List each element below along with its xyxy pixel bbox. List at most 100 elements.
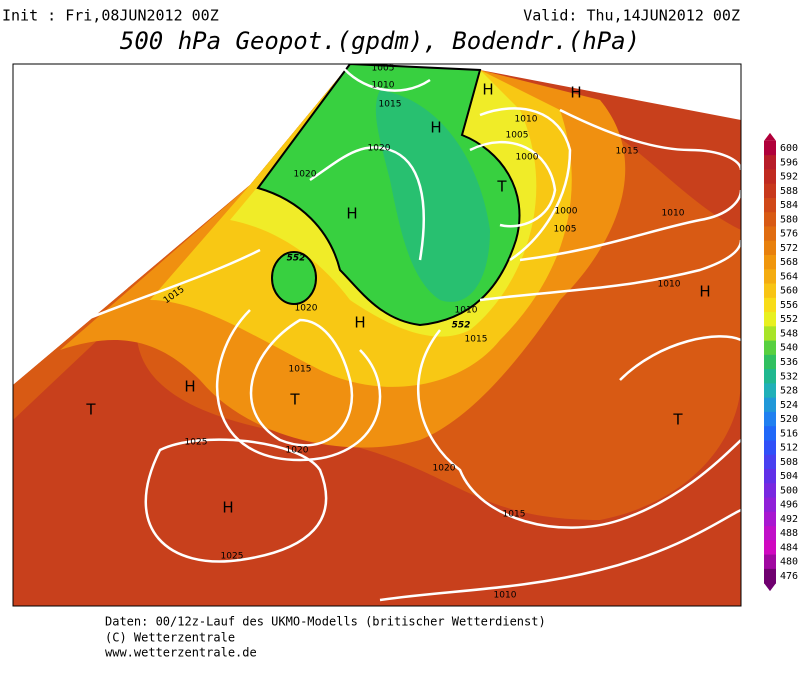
colorbar-swatch <box>764 183 776 199</box>
colorbar-cap <box>764 132 776 141</box>
colorbar-swatch <box>764 326 776 342</box>
isobar-labels: 1005 1010 1015 1020 1020 1010 1005 1000 … <box>162 64 685 601</box>
isobar-label: 1005 <box>554 225 577 235</box>
colorbar-swatch <box>764 397 776 413</box>
colorbar-label: 512 <box>780 443 798 454</box>
isobar-label: 1000 <box>555 207 578 217</box>
init-time: Init : Fri,08JUN2012 00Z <box>2 7 219 25</box>
isobars <box>59 64 741 602</box>
colorbar-label: 560 <box>780 286 798 297</box>
map <box>12 63 742 607</box>
colorbar-swatch <box>764 226 776 242</box>
colorbar-swatch <box>764 155 776 170</box>
high-center: H <box>430 119 441 137</box>
footer-line: www.wetterzentrale.de <box>105 646 257 660</box>
isobar-label: 1010 <box>455 306 478 316</box>
colorbar-label: 596 <box>780 157 798 168</box>
field-540 <box>375 90 490 302</box>
isobar-label: 1015 <box>616 147 639 157</box>
footer-line: (C) Wetterzentrale <box>105 631 235 645</box>
colorbar-swatch <box>764 383 776 399</box>
colorbar-label: 572 <box>780 243 798 254</box>
low-center: T <box>85 401 96 419</box>
colorbar-swatch <box>764 454 776 470</box>
colorbar-label: 568 <box>780 257 798 268</box>
colorbar-swatch <box>764 297 776 313</box>
low-center: T <box>672 411 683 429</box>
colorbar-swatch <box>764 511 776 527</box>
valid-time: Valid: Thu,14JUN2012 00Z <box>523 7 740 25</box>
colorbar-label: 564 <box>780 271 798 282</box>
colorbar-label: 536 <box>780 357 798 368</box>
colorbar-label: 508 <box>780 457 798 468</box>
colorbar-swatch <box>764 426 776 441</box>
isobar-label: 1020 <box>368 144 391 154</box>
colorbar-label: 556 <box>780 300 798 311</box>
colorbar-swatch <box>764 483 776 499</box>
colorbar-label: 588 <box>780 186 798 197</box>
colorbar-swatch <box>764 312 776 327</box>
isobar-label: 1020 <box>286 446 309 456</box>
isobar-label: 1015 <box>289 365 312 375</box>
colorbar-swatch <box>764 197 776 213</box>
field-552-cutoff <box>271 251 317 305</box>
high-center: H <box>346 205 357 223</box>
colorbar-label: 584 <box>780 200 798 211</box>
colorbar-label: 500 <box>780 485 798 496</box>
colorbar-swatch <box>764 212 776 227</box>
colorbar-label: 492 <box>780 514 798 525</box>
colorbar-label: 532 <box>780 371 798 382</box>
colorbar-swatch <box>764 440 776 456</box>
isobar-label: 1010 <box>372 81 395 91</box>
high-center: H <box>699 283 710 301</box>
colorbar-label: 580 <box>780 214 798 225</box>
high-center: H <box>570 84 581 102</box>
height-label: 552 <box>452 321 471 331</box>
colorbar-label: 476 <box>780 571 798 582</box>
colorbar-label: 524 <box>780 400 798 411</box>
colorbar-swatch <box>764 568 776 584</box>
colorbar-cap <box>764 583 776 592</box>
colorbar-label: 552 <box>780 314 798 325</box>
colorbar-label: 520 <box>780 414 798 425</box>
colorbar-label: 540 <box>780 343 798 354</box>
colorbar: 600 596 592 588 584 580 576 572 568 564 560 556 552 5… <box>764 132 798 592</box>
colorbar-swatch <box>764 283 776 299</box>
colorbar-label: 592 <box>780 172 798 183</box>
colorbar-swatch <box>764 255 776 270</box>
isobar-label: 1010 <box>658 280 681 290</box>
colorbar-label: 528 <box>780 386 798 397</box>
colorbar-swatch <box>764 540 776 556</box>
colorbar-swatch <box>764 469 776 484</box>
isobar-label: 1005 <box>506 131 529 141</box>
isobar-label: 1010 <box>494 591 517 601</box>
high-center: H <box>354 314 365 332</box>
isobar-label: 1015 <box>379 100 402 110</box>
isobar-label: 1010 <box>515 115 538 125</box>
isobar-label: 1025 <box>185 438 208 448</box>
isobar-label: 1005 <box>372 64 395 74</box>
high-center: H <box>482 81 493 99</box>
colorbar-swatch <box>764 526 776 541</box>
high-center: H <box>184 378 195 396</box>
isobar-label: 1020 <box>294 170 317 180</box>
high-center: H <box>222 499 233 517</box>
colorbar-swatch <box>764 169 776 185</box>
colorbar-swatch <box>764 554 776 570</box>
colorbar-swatch <box>764 411 776 427</box>
colorbar-label: 480 <box>780 557 798 568</box>
colorbar-swatch <box>764 497 776 513</box>
colorbar-label: 548 <box>780 328 798 339</box>
height-label: 552 <box>287 254 306 264</box>
isobar-label: 1025 <box>221 552 244 562</box>
colorbar-label: 484 <box>780 542 798 553</box>
colorbar-swatch <box>764 240 776 256</box>
colorbar-label: 576 <box>780 229 798 240</box>
isobar-label: 1015 <box>503 510 526 520</box>
low-center: T <box>496 178 507 196</box>
isobar-label: 1020 <box>433 464 456 474</box>
colorbar-label: 504 <box>780 471 798 482</box>
colorbar-swatch <box>764 140 776 156</box>
map-frame <box>12 63 742 607</box>
